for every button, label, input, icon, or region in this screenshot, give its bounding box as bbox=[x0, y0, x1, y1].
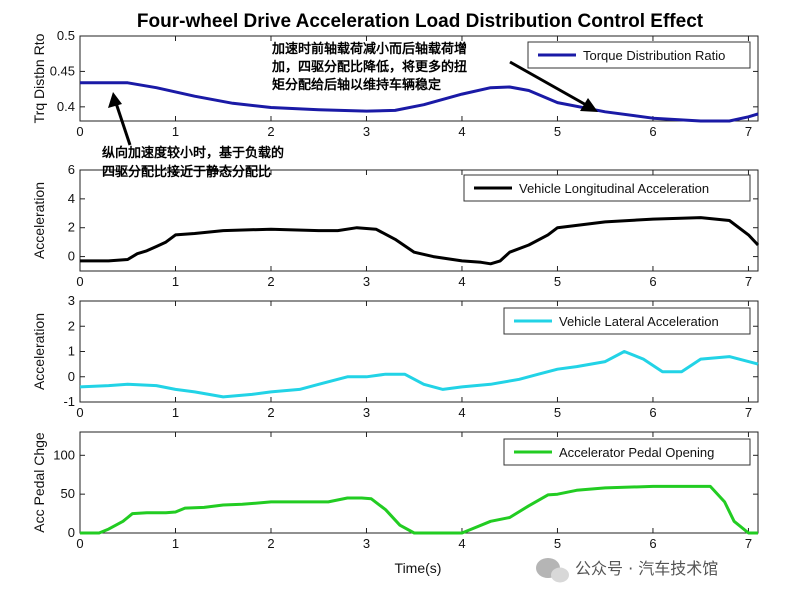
y-axis-label: Acceleration bbox=[31, 182, 47, 259]
y-tick-label: 4 bbox=[68, 191, 75, 206]
x-tick-label: 3 bbox=[363, 536, 370, 551]
x-tick-label: 5 bbox=[554, 536, 561, 551]
x-tick-label: 0 bbox=[76, 274, 83, 289]
x-tick-label: 6 bbox=[649, 274, 656, 289]
x-tick-label: 4 bbox=[458, 274, 465, 289]
y-axis-label: Acc Pedal Chge bbox=[31, 432, 47, 533]
wechat-icon bbox=[536, 558, 569, 583]
legend-label: Torque Distribution Ratio bbox=[583, 48, 725, 63]
y-tick-label: 3 bbox=[68, 293, 75, 308]
x-tick-label: 2 bbox=[267, 405, 274, 420]
y-tick-label: 0.4 bbox=[57, 99, 75, 114]
legend-box bbox=[503, 438, 751, 466]
x-tick-label: 1 bbox=[172, 536, 179, 551]
x-tick-label: 0 bbox=[76, 405, 83, 420]
x-axis-label: Time(s) bbox=[395, 560, 442, 576]
x-tick-label: 5 bbox=[554, 405, 561, 420]
legend-label: Accelerator Pedal Opening bbox=[559, 445, 714, 460]
watermark: 公众号 · 汽车技术馆 bbox=[536, 558, 718, 583]
y-tick-label: 1 bbox=[68, 344, 75, 359]
x-tick-label: 4 bbox=[458, 536, 465, 551]
y-axis-label: Acceleration bbox=[31, 313, 47, 390]
x-tick-label: 7 bbox=[745, 536, 752, 551]
panel-1: 0 1 2 3 4 5 6 7 0.4 0.45 0.5 Trq Distbn Rto Torque D… bbox=[31, 28, 759, 139]
annotation-2-line-1: 纵向加速度较小时，基于负载的 bbox=[102, 145, 284, 161]
x-tick-label: 5 bbox=[554, 274, 561, 289]
x-tick-label: 0 bbox=[76, 124, 83, 139]
legend-label: Vehicle Longitudinal Acceleration bbox=[519, 181, 709, 196]
x-tick-label: 1 bbox=[172, 274, 179, 289]
series-line-2 bbox=[80, 216, 760, 266]
chart-title: Four-wheel Drive Acceleration Load Distr… bbox=[137, 11, 704, 32]
annotation-1-line-1: 加速时前轴载荷减小而后轴载荷增 bbox=[271, 41, 467, 57]
x-tick-label: 4 bbox=[458, 405, 465, 420]
y-tick-label: 0 bbox=[68, 525, 75, 540]
series-line-3 bbox=[79, 350, 759, 399]
annotation-1-arrow bbox=[509, 60, 598, 112]
y-axis-label: Trq Distbn Rto bbox=[31, 33, 47, 123]
x-tick-label: 7 bbox=[745, 405, 752, 420]
x-tick-label: 3 bbox=[363, 405, 370, 420]
y-tick-label: 0 bbox=[68, 369, 75, 384]
annotation-1-line-3: 矩分配给后轴以维持车辆稳定 bbox=[271, 77, 441, 93]
x-tick-label: 7 bbox=[745, 274, 752, 289]
annotation-2: 纵向加速度较小时，基于负载的 四驱分配比接近于静态分配比 bbox=[102, 145, 284, 180]
annotation-2-line-2: 四驱分配比接近于静态分配比 bbox=[102, 164, 271, 180]
y-tick-label: 100 bbox=[53, 447, 75, 462]
panel-4: 0 1 2 3 4 5 6 7 0 50 100 Acc Pedal Chge Accelerator … bbox=[31, 431, 759, 551]
x-tick-label: 1 bbox=[172, 405, 179, 420]
x-tick-label: 0 bbox=[76, 536, 83, 551]
x-tick-label: 2 bbox=[267, 274, 274, 289]
y-tick-label: 0 bbox=[68, 249, 75, 264]
legend: Vehicle Lateral Acceleration bbox=[503, 307, 751, 335]
legend: Torque Distribution Ratio bbox=[527, 41, 751, 69]
x-tick-label: 6 bbox=[649, 536, 656, 551]
x-tick-label: 5 bbox=[554, 124, 561, 139]
legend: Vehicle Longitudinal Acceleration bbox=[463, 174, 751, 202]
y-tick-label: 2 bbox=[68, 318, 75, 333]
y-tick-label: 0.45 bbox=[50, 63, 75, 78]
annotation-1: 加速时前轴载荷减小而后轴载荷增 加，四驱分配比降低，将更多的扭 矩分配给后轴以维… bbox=[271, 41, 467, 93]
x-tick-label: 3 bbox=[363, 274, 370, 289]
series-line-1 bbox=[80, 81, 759, 123]
y-tick-label: 0.5 bbox=[57, 28, 75, 43]
y-tick-label: 50 bbox=[61, 486, 75, 501]
legend: Accelerator Pedal Opening bbox=[503, 438, 751, 466]
panel-2: 0 1 2 3 4 5 6 7 0 2 4 6 Acceleration Vehicle Longitud… bbox=[31, 162, 760, 289]
legend-label: Vehicle Lateral Acceleration bbox=[559, 314, 719, 329]
watermark-text: 公众号 · 汽车技术馆 bbox=[575, 559, 718, 578]
panels: 0 1 2 3 4 5 6 7 0.4 0.45 0.5 Trq Distbn Rto Torque D… bbox=[31, 28, 760, 551]
x-tick-label: 3 bbox=[363, 124, 370, 139]
x-tick-label: 1 bbox=[172, 124, 179, 139]
x-tick-label: 7 bbox=[745, 124, 752, 139]
annotation-2-arrow bbox=[108, 92, 132, 146]
series-line-4 bbox=[80, 484, 758, 535]
x-tick-label: 2 bbox=[267, 536, 274, 551]
x-tick-label: 2 bbox=[267, 124, 274, 139]
x-tick-label: 6 bbox=[649, 405, 656, 420]
x-tick-label: 4 bbox=[458, 124, 465, 139]
y-tick-label: -1 bbox=[63, 394, 75, 409]
y-tick-label: 6 bbox=[68, 162, 75, 177]
annotation-1-line-2: 加，四驱分配比降低，将更多的扭 bbox=[271, 59, 467, 75]
x-tick-label: 6 bbox=[649, 124, 656, 139]
y-tick-label: 2 bbox=[68, 220, 75, 235]
